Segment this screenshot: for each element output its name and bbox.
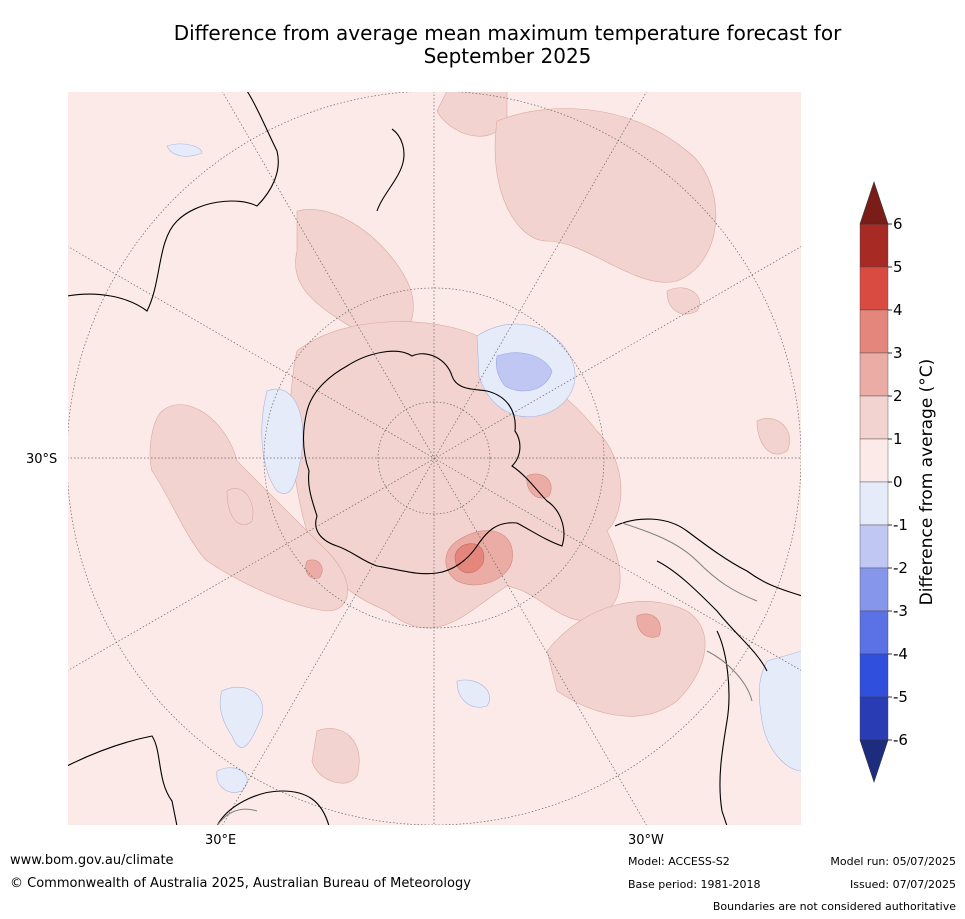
colorbar-tick-label: 5 [893, 258, 903, 276]
colorbar-cell [859, 610, 889, 655]
title-line-2: September 2025 [423, 44, 592, 68]
africa-outline [67, 735, 178, 826]
australia-outline [67, 91, 279, 312]
colorbar-tick-label: 6 [893, 215, 903, 233]
model-text: Model: ACCESS-S2 [628, 855, 730, 868]
colorbar-tick-label: -2 [893, 559, 908, 577]
colorbar-cell [859, 438, 889, 483]
new-zealand-outline [376, 128, 405, 212]
disclaimer-text: Boundaries are not considered authoritat… [712, 900, 956, 913]
antarctica-outline [302, 350, 565, 575]
website-link[interactable]: www.bom.gov.au/climate [10, 853, 174, 868]
south-america-outline [614, 518, 802, 597]
colorbar-tick-label: 1 [893, 430, 903, 448]
colorbar-tick-label: -4 [893, 645, 908, 663]
chart-title: Difference from average mean maximum tem… [60, 22, 955, 68]
colorbar-cells [859, 223, 889, 741]
colorbar-cell [859, 352, 889, 397]
colorbar: 6 5 4 3 2 1 0 -1 -2 -3 -4 -5 -6 Difference from aver… [859, 181, 937, 783]
model-run-text: Model run: 05/07/2025 [830, 855, 956, 868]
title-line-1: Difference from average mean maximum tem… [173, 21, 842, 45]
issued-text: Issued: 07/07/2025 [849, 878, 956, 891]
longitude-east-label: 30°E [205, 833, 237, 848]
anomaly-3-4-region [454, 543, 485, 574]
coastlines [67, 91, 802, 826]
colorbar-cell [859, 309, 889, 354]
colorbar-cell [859, 696, 889, 741]
colorbar-tick-label: -6 [893, 731, 908, 749]
colorbar-tick-label: 2 [893, 387, 903, 405]
colorbar-tick-label: -5 [893, 688, 908, 706]
colorbar-cell [859, 653, 889, 698]
anomaly-map[interactable] [67, 91, 802, 826]
colorbar-over-arrow [859, 181, 889, 225]
colorbar-cell [859, 266, 889, 311]
colorbar-tick-label: -1 [893, 516, 908, 534]
colorbar-ticks: 6 5 4 3 2 1 0 -1 -2 -3 -4 -5 -6 [888, 215, 908, 749]
colorbar-cell [859, 395, 889, 440]
colorbar-tick-label: 4 [893, 301, 903, 319]
copyright-text: © Commonwealth of Australia 2025, Austra… [10, 876, 471, 891]
latitude-label: 30°S [26, 452, 58, 467]
colorbar-under-arrow [859, 739, 889, 783]
colorbar-tick-label: -3 [893, 602, 908, 620]
longitude-west-label: 30°W [628, 833, 664, 848]
colorbar-tick-label: 0 [893, 473, 903, 491]
anomaly-minus-1-2-region [495, 352, 553, 392]
colorbar-cell [859, 223, 889, 268]
colorbar-label: Difference from average (°C) [917, 359, 937, 606]
colorbar-tick-label: 3 [893, 344, 903, 362]
base-period-text: Base period: 1981-2018 [628, 878, 761, 891]
boundaries [216, 522, 758, 826]
colorbar-cell [859, 524, 889, 569]
colorbar-cell [859, 481, 889, 526]
colorbar-cell [859, 567, 889, 612]
